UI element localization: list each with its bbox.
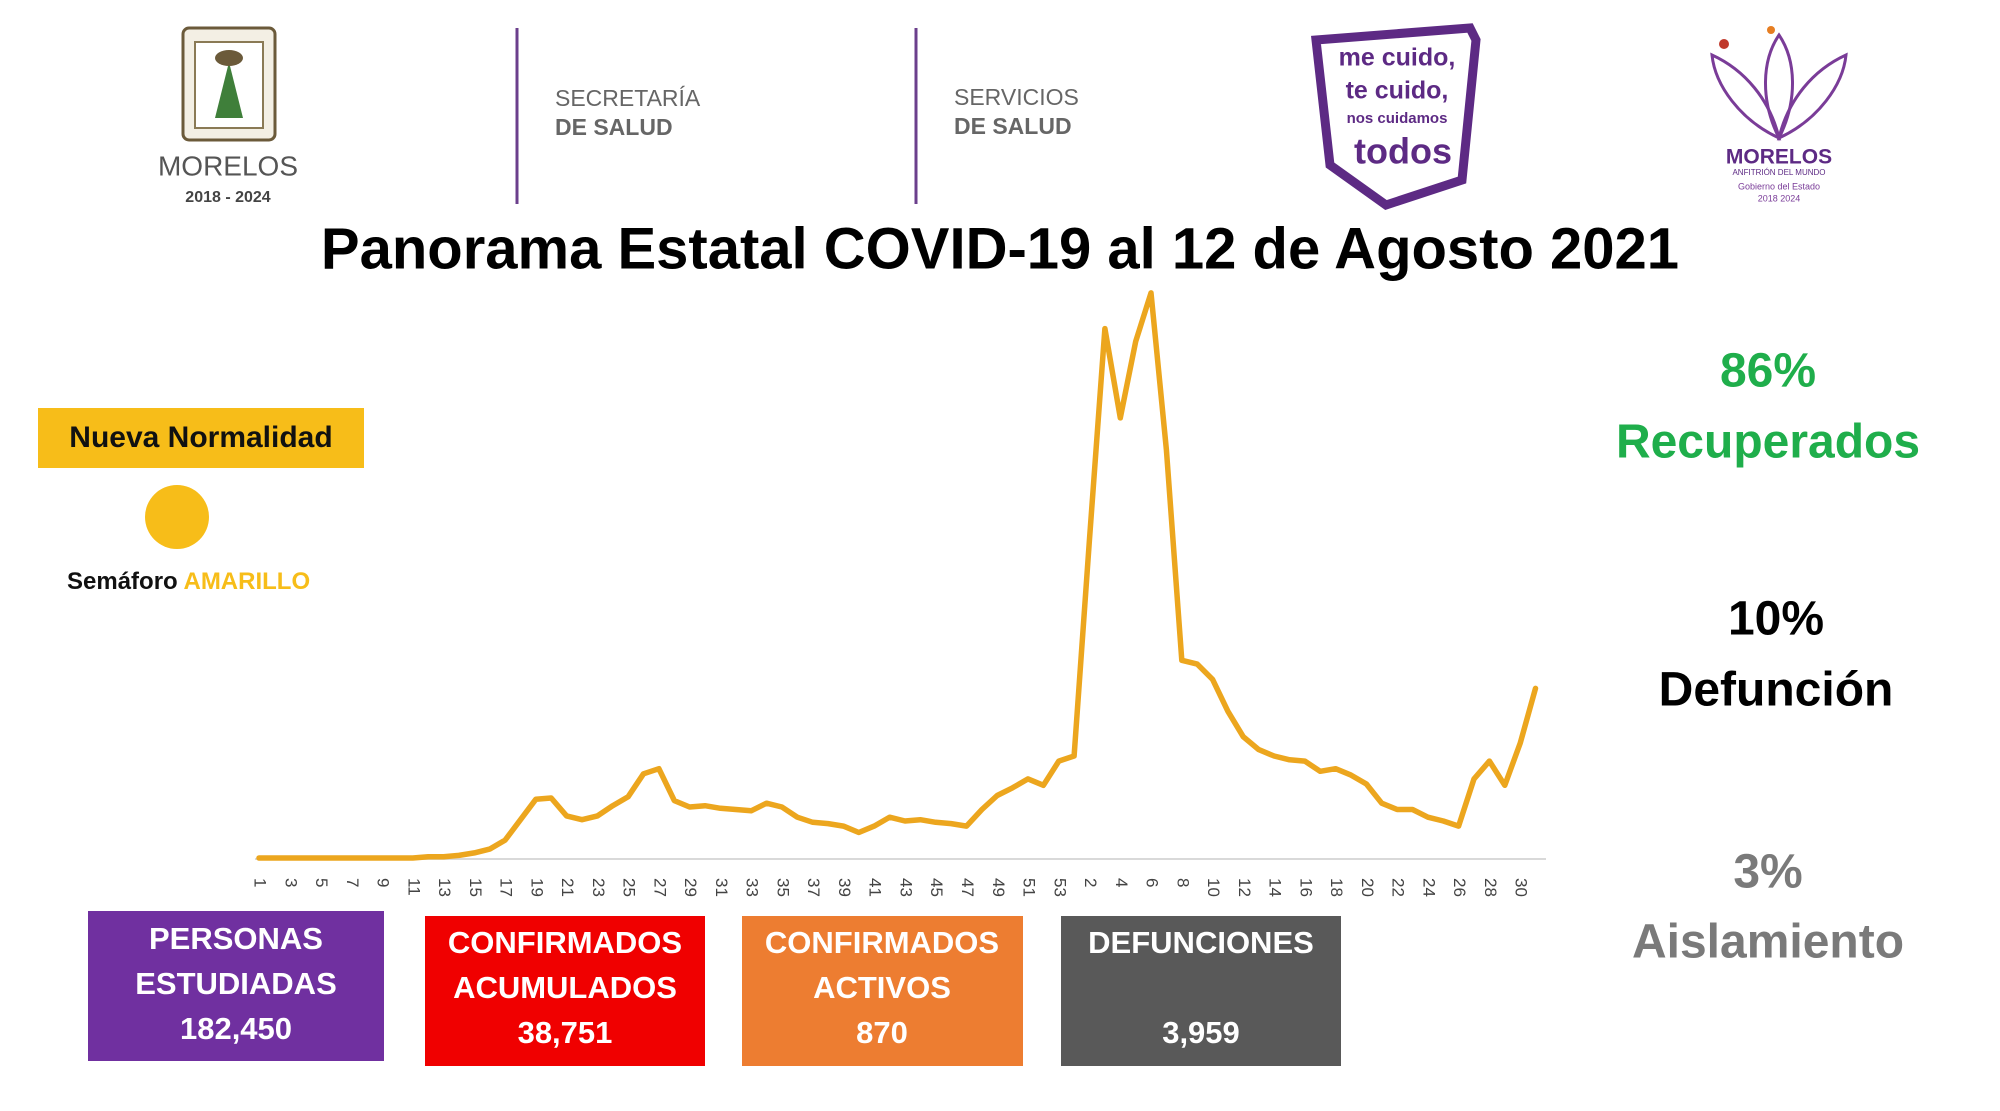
logo-text: todos bbox=[1354, 131, 1452, 172]
stat-label: CONFIRMADOS bbox=[765, 925, 999, 960]
x-tick-label: 41 bbox=[866, 878, 885, 897]
x-tick-label: 25 bbox=[620, 878, 639, 897]
data-line bbox=[256, 290, 1539, 861]
rate-value: 10% bbox=[1728, 593, 1824, 646]
x-tick-label: 27 bbox=[650, 878, 669, 897]
x-tick-label: 23 bbox=[589, 878, 608, 897]
x-tick-label: 33 bbox=[743, 878, 762, 897]
x-tick-label: 6 bbox=[1143, 878, 1162, 887]
rate-label: Recuperados bbox=[1616, 416, 1920, 469]
stat-box bbox=[742, 916, 1023, 1066]
x-tick-label: 3 bbox=[281, 878, 300, 887]
x-tick-label: 51 bbox=[1020, 878, 1039, 897]
logo-text: ANFITRIÓN DEL MUNDO bbox=[1732, 168, 1825, 177]
x-tick-label: 35 bbox=[773, 878, 792, 897]
stat-label: PERSONAS bbox=[149, 921, 323, 956]
logo-text: MORELOS bbox=[1726, 146, 1832, 169]
title: Panorama Estatal COVID-19 al 12 de Agost… bbox=[321, 216, 1679, 281]
semaforo-light bbox=[145, 485, 209, 549]
stat-box bbox=[425, 916, 705, 1066]
x-tick-label: 11 bbox=[404, 878, 423, 896]
x-tick-label: 47 bbox=[958, 878, 977, 897]
x-tick-label: 4 bbox=[1112, 878, 1131, 887]
government-logo bbox=[1710, 26, 1848, 142]
stat-label: ACUMULADOS bbox=[453, 970, 677, 1005]
stat-value: 38,751 bbox=[518, 1015, 613, 1050]
x-tick-label: 29 bbox=[681, 878, 700, 897]
x-tick-label: 28 bbox=[1481, 878, 1500, 897]
x-tick-label: 43 bbox=[896, 878, 915, 897]
campaign-shield bbox=[1311, 23, 1481, 210]
rate-label: Aislamiento bbox=[1632, 916, 1904, 969]
status-label: Nueva Normalidad bbox=[69, 421, 332, 454]
logo-text: SERVICIOS bbox=[954, 84, 1079, 110]
x-tick-label: 5 bbox=[312, 878, 331, 887]
x-tick-label: 17 bbox=[497, 878, 516, 897]
stat-label: ESTUDIADAS bbox=[135, 966, 337, 1001]
stat-label: DEFUNCIONES bbox=[1088, 925, 1314, 960]
logo-text: 2018 - 2024 bbox=[185, 189, 271, 206]
logo-text: me cuido, bbox=[1339, 44, 1456, 72]
x-tick-label: 39 bbox=[835, 878, 854, 897]
x-tick-label: 21 bbox=[558, 878, 577, 897]
x-tick-label: 12 bbox=[1235, 878, 1254, 897]
logo-text: DE SALUD bbox=[954, 113, 1072, 139]
state-logo bbox=[181, 26, 277, 142]
x-tick-label: 37 bbox=[804, 878, 823, 897]
x-tick-label: 20 bbox=[1358, 878, 1377, 897]
stat-value: 182,450 bbox=[180, 1011, 292, 1046]
x-tick-label: 2 bbox=[1081, 878, 1100, 887]
stat-label: CONFIRMADOS bbox=[448, 925, 682, 960]
x-tick-label: 15 bbox=[466, 878, 485, 897]
logo-text: DE SALUD bbox=[555, 114, 673, 140]
stat-value: 3,959 bbox=[1162, 1015, 1240, 1050]
logo-text: 2018 2024 bbox=[1758, 193, 1801, 203]
semaforo-text: Semáforo AMARILLO bbox=[67, 568, 310, 595]
x-tick-label: 53 bbox=[1050, 878, 1069, 897]
x-tick-label: 18 bbox=[1327, 878, 1346, 897]
logo-text: MORELOS bbox=[158, 150, 298, 181]
x-tick-label: 13 bbox=[435, 878, 454, 897]
stat-label: ACTIVOS bbox=[813, 970, 951, 1005]
logo-text: nos cuidamos bbox=[1347, 110, 1448, 127]
x-tick-label: 14 bbox=[1266, 878, 1285, 897]
logo-text: te cuido, bbox=[1346, 77, 1449, 105]
x-tick-label: 8 bbox=[1173, 878, 1192, 887]
rate-value: 86% bbox=[1720, 345, 1816, 398]
x-tick-label: 26 bbox=[1450, 878, 1469, 897]
stat-value: 870 bbox=[856, 1015, 908, 1050]
x-tick-label: 49 bbox=[989, 878, 1008, 897]
x-tick-label: 7 bbox=[343, 878, 362, 887]
stat-box bbox=[88, 911, 384, 1061]
logo-text: SECRETARÍA bbox=[555, 85, 701, 111]
rate-label: Defunción bbox=[1659, 664, 1894, 717]
x-tick-label: 22 bbox=[1389, 878, 1408, 897]
status-badge bbox=[38, 408, 364, 468]
x-tick-label: 24 bbox=[1419, 878, 1438, 897]
x-tick-label: 10 bbox=[1204, 878, 1223, 897]
x-tick-label: 16 bbox=[1296, 878, 1315, 897]
logo-text: Gobierno del Estado bbox=[1738, 181, 1820, 191]
x-tick-label: 31 bbox=[712, 878, 731, 897]
rate-value: 3% bbox=[1733, 846, 1802, 899]
x-tick-label: 19 bbox=[527, 878, 546, 897]
stat-box bbox=[1061, 916, 1341, 1066]
x-tick-label: 9 bbox=[374, 878, 393, 887]
x-tick-label: 30 bbox=[1512, 878, 1531, 897]
x-tick-label: 45 bbox=[927, 878, 946, 897]
x-tick-label: 1 bbox=[251, 878, 270, 887]
